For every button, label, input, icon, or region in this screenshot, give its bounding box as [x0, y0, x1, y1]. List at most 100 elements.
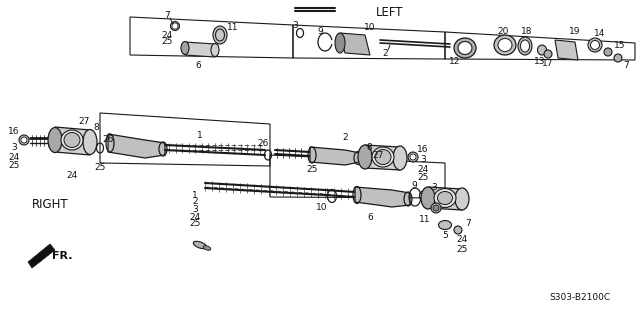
Ellipse shape	[614, 54, 622, 62]
Text: 3: 3	[11, 143, 17, 153]
Ellipse shape	[591, 41, 600, 50]
Text: LEFT: LEFT	[376, 5, 404, 19]
Ellipse shape	[498, 38, 512, 52]
Text: 19: 19	[569, 28, 580, 36]
Ellipse shape	[181, 42, 189, 54]
Ellipse shape	[433, 205, 439, 211]
Text: 2: 2	[342, 133, 348, 142]
Ellipse shape	[421, 187, 435, 209]
Text: 25: 25	[456, 244, 468, 253]
Text: 11: 11	[227, 22, 239, 31]
Text: 7: 7	[164, 11, 170, 20]
Ellipse shape	[193, 241, 207, 249]
Text: 24: 24	[417, 164, 429, 173]
Text: 15: 15	[614, 41, 626, 50]
Ellipse shape	[458, 42, 472, 54]
Ellipse shape	[518, 37, 532, 55]
Text: 14: 14	[595, 28, 605, 37]
Ellipse shape	[211, 44, 219, 57]
Text: 7: 7	[623, 60, 629, 69]
Polygon shape	[185, 42, 215, 57]
Text: 17: 17	[542, 60, 554, 68]
Text: 25: 25	[307, 165, 317, 174]
Ellipse shape	[213, 26, 227, 44]
Ellipse shape	[170, 21, 179, 30]
Text: 1: 1	[197, 131, 203, 140]
Text: 24: 24	[189, 212, 200, 221]
Text: 1: 1	[192, 190, 198, 199]
Text: 20: 20	[497, 28, 509, 36]
Ellipse shape	[431, 203, 441, 213]
Text: 25: 25	[94, 164, 106, 172]
Text: RIGHT: RIGHT	[32, 198, 68, 212]
Ellipse shape	[335, 33, 345, 53]
Ellipse shape	[438, 220, 451, 229]
Ellipse shape	[393, 146, 407, 170]
Text: 25: 25	[189, 220, 201, 228]
Ellipse shape	[19, 135, 29, 145]
Text: 16: 16	[8, 127, 20, 137]
Polygon shape	[365, 145, 400, 170]
Text: 27: 27	[372, 150, 384, 159]
Text: 9: 9	[317, 28, 323, 36]
Ellipse shape	[438, 191, 452, 204]
Text: 18: 18	[521, 28, 532, 36]
Ellipse shape	[538, 45, 547, 55]
Text: 3: 3	[292, 20, 298, 29]
Text: 7: 7	[465, 220, 471, 228]
Ellipse shape	[520, 40, 529, 52]
Text: 9: 9	[411, 181, 417, 190]
Text: 24: 24	[67, 171, 77, 180]
Text: 12: 12	[449, 58, 461, 67]
Text: 26: 26	[257, 139, 269, 148]
Text: 24: 24	[161, 30, 173, 39]
Ellipse shape	[358, 145, 372, 169]
Text: 5: 5	[442, 231, 448, 241]
Text: 25: 25	[417, 172, 429, 181]
Text: 6: 6	[195, 60, 201, 69]
Text: 3: 3	[192, 204, 198, 213]
Ellipse shape	[64, 132, 80, 148]
Ellipse shape	[455, 188, 469, 210]
Text: 16: 16	[417, 146, 429, 155]
Polygon shape	[28, 244, 55, 268]
Ellipse shape	[203, 246, 211, 250]
Text: 11: 11	[419, 215, 431, 225]
Polygon shape	[108, 134, 165, 158]
Text: 6: 6	[367, 213, 373, 222]
Text: 2: 2	[382, 49, 388, 58]
Polygon shape	[355, 187, 410, 207]
Ellipse shape	[544, 50, 552, 58]
Text: S303-B2100C: S303-B2100C	[549, 293, 611, 302]
Text: 3: 3	[420, 156, 426, 164]
Polygon shape	[55, 127, 90, 155]
Ellipse shape	[604, 48, 612, 56]
Text: FR.: FR.	[52, 251, 72, 261]
Ellipse shape	[454, 38, 476, 58]
Polygon shape	[555, 40, 578, 60]
Ellipse shape	[454, 226, 462, 234]
Text: 24: 24	[456, 236, 468, 244]
Ellipse shape	[61, 130, 83, 150]
Text: 8: 8	[366, 143, 372, 153]
Ellipse shape	[588, 38, 602, 52]
Ellipse shape	[494, 35, 516, 55]
Ellipse shape	[48, 127, 62, 153]
Ellipse shape	[434, 188, 456, 207]
Text: 3: 3	[431, 183, 437, 193]
Ellipse shape	[410, 154, 416, 160]
Text: 10: 10	[316, 203, 328, 212]
Text: 25: 25	[161, 37, 173, 46]
Ellipse shape	[172, 23, 178, 29]
Text: 13: 13	[534, 58, 546, 67]
Text: 10: 10	[364, 23, 376, 33]
Text: 24: 24	[8, 153, 20, 162]
Ellipse shape	[21, 137, 27, 143]
Ellipse shape	[408, 152, 418, 162]
Polygon shape	[428, 187, 462, 210]
Text: 2: 2	[192, 197, 198, 206]
Polygon shape	[310, 147, 360, 165]
Ellipse shape	[372, 147, 394, 167]
Text: 27: 27	[78, 117, 90, 126]
Text: 8: 8	[93, 124, 99, 132]
